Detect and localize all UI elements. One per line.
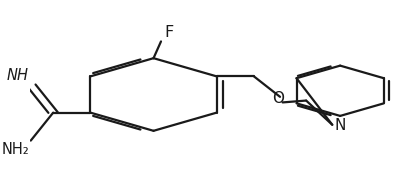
Text: NH₂: NH₂	[1, 143, 29, 157]
Text: NH: NH	[7, 68, 29, 83]
Text: N: N	[335, 118, 346, 133]
Text: O: O	[272, 91, 284, 106]
Text: F: F	[165, 26, 174, 40]
